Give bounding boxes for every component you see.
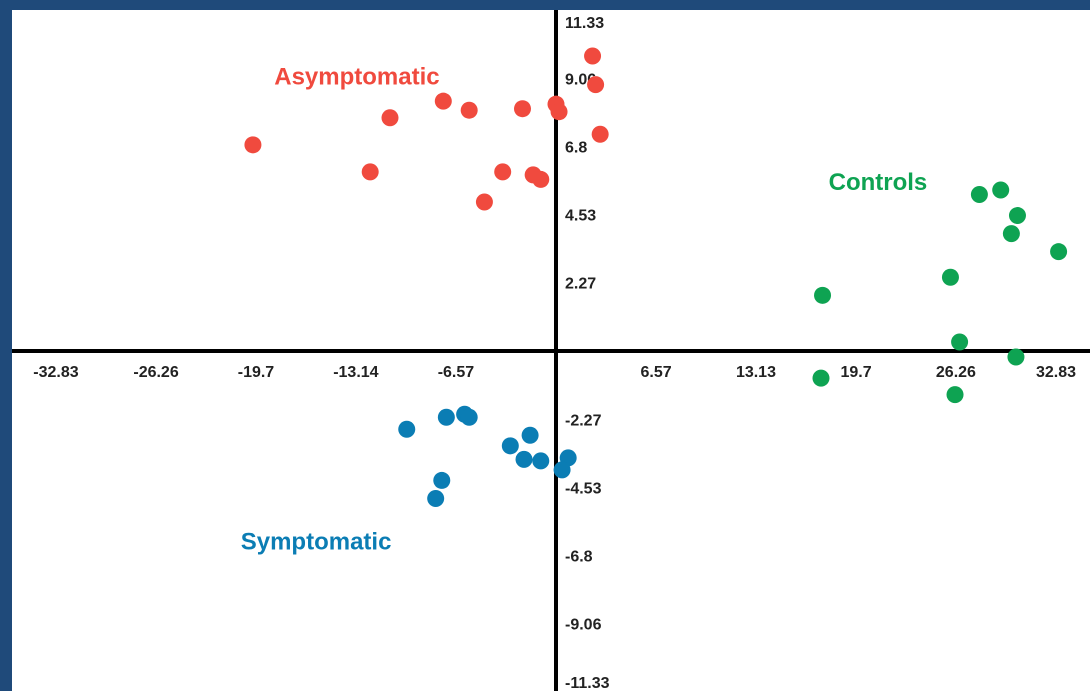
x-tick-label: -6.57 xyxy=(438,364,475,381)
asymptomatic-point xyxy=(532,170,550,188)
y-tick-label: 11.33 xyxy=(565,15,604,32)
symptomatic-point xyxy=(501,437,519,455)
asymptomatic-point xyxy=(244,136,262,154)
series-symptomatic xyxy=(398,405,577,507)
symptomatic-point xyxy=(532,452,550,470)
controls-point xyxy=(814,286,832,304)
symptomatic-point xyxy=(553,461,571,479)
group-labels: Asymptomatic Controls Symptomatic xyxy=(241,64,928,556)
controls-point xyxy=(1050,243,1068,261)
x-tick-label: 19.7 xyxy=(840,364,871,381)
x-tick-label: 13.13 xyxy=(736,364,776,381)
asymptomatic-point xyxy=(460,101,478,119)
x-tick-label: -13.14 xyxy=(333,364,378,381)
y-tick-label: 6.8 xyxy=(565,139,587,156)
x-tick-label: 6.57 xyxy=(640,364,671,381)
asymptomatic-point xyxy=(550,103,568,121)
group-label-controls: Controls xyxy=(829,169,928,196)
y-tick-label: -9.06 xyxy=(565,617,602,634)
controls-point xyxy=(812,369,830,387)
x-tick-label: -26.26 xyxy=(133,364,178,381)
series-controls xyxy=(812,181,1068,404)
asymptomatic-point xyxy=(475,193,493,211)
symptomatic-point xyxy=(437,408,455,426)
controls-point xyxy=(1007,348,1025,366)
x-tick-label: -19.7 xyxy=(238,364,275,381)
symptomatic-point xyxy=(521,426,539,444)
asymptomatic-point xyxy=(587,76,605,94)
y-tick-label: -2.27 xyxy=(565,412,602,429)
group-label-asymptomatic: Asymptomatic xyxy=(274,64,439,91)
x-tick-label: -32.83 xyxy=(33,364,78,381)
data-points xyxy=(244,47,1068,507)
asymptomatic-point xyxy=(381,109,399,127)
controls-point xyxy=(941,268,959,286)
controls-point xyxy=(946,386,964,404)
symptomatic-point xyxy=(433,471,451,489)
asymptomatic-point xyxy=(434,92,452,110)
symptomatic-point xyxy=(515,450,533,468)
y-tick-label: -6.8 xyxy=(565,549,593,566)
group-label-symptomatic: Symptomatic xyxy=(241,529,392,556)
y-tick-label: -4.53 xyxy=(565,480,602,497)
symptomatic-point xyxy=(398,420,416,438)
y-tick-label: -11.33 xyxy=(565,675,610,691)
x-tick-label: 26.26 xyxy=(936,364,976,381)
x-tick-label: 32.83 xyxy=(1036,364,1076,381)
asymptomatic-point xyxy=(513,100,531,118)
symptomatic-point xyxy=(460,408,478,426)
controls-point xyxy=(1002,225,1020,243)
y-tick-label: 4.53 xyxy=(565,208,596,225)
asymptomatic-point xyxy=(591,125,609,143)
controls-point xyxy=(970,185,988,203)
y-tick-label: 2.27 xyxy=(565,276,596,293)
asymptomatic-point xyxy=(584,47,602,65)
asymptomatic-point xyxy=(494,163,512,181)
symptomatic-point xyxy=(427,489,445,507)
controls-point xyxy=(992,181,1010,199)
axes xyxy=(12,10,1090,691)
tick-labels: -32.83 -26.26 -19.7 -13.14 -6.57 6.57 13.13 19.… xyxy=(33,15,1076,691)
controls-point xyxy=(951,333,969,351)
asymptomatic-point xyxy=(361,163,379,181)
controls-point xyxy=(1008,207,1026,225)
series-asymptomatic xyxy=(244,47,609,211)
